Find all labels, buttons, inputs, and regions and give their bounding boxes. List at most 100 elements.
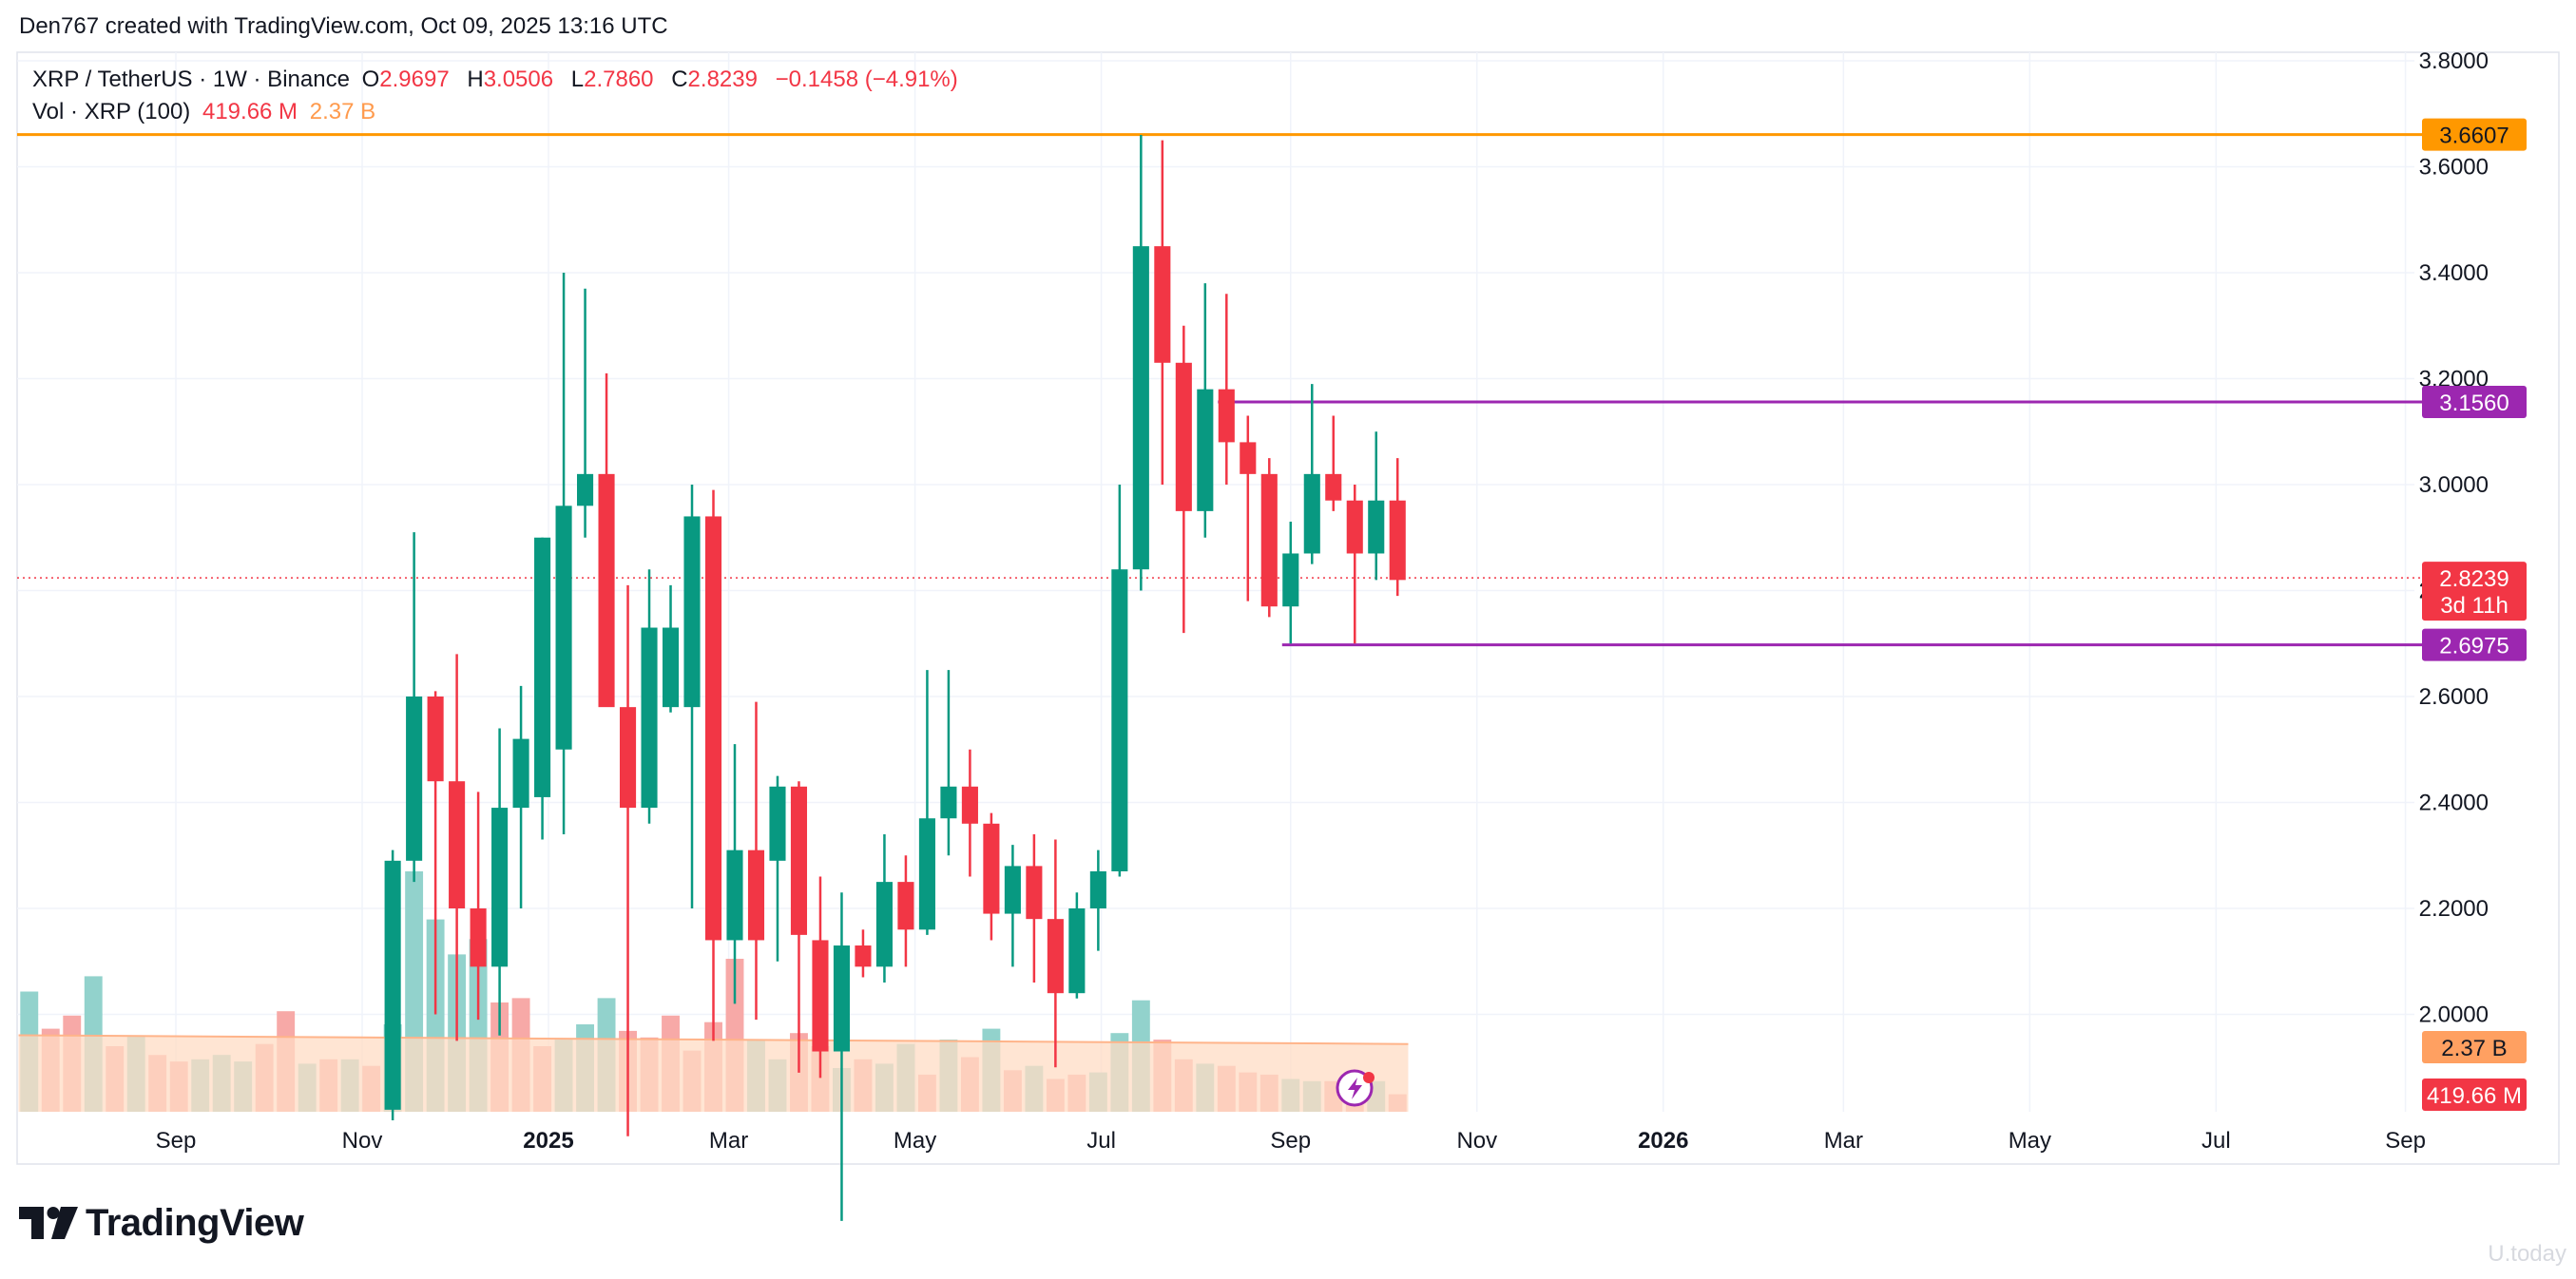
time-tick-label: Mar <box>709 1128 748 1154</box>
volume-ma-area <box>18 1035 1409 1112</box>
attribution: Den767 created with TradingView.com, Oct… <box>19 13 668 39</box>
last-price-text: 2.8239 <box>2439 566 2509 592</box>
purple-high-badge-text: 3.1560 <box>2439 391 2509 416</box>
price-tick-label: 2.4000 <box>2419 791 2489 816</box>
price-tick-label: 3.6000 <box>2419 155 2489 181</box>
candle-body <box>1089 870 1106 908</box>
volume-last-badge <box>2422 1079 2527 1111</box>
high-label: H <box>467 67 484 92</box>
volume-ma-value: 2.37 B <box>309 99 376 124</box>
price-tick-label: 2.2000 <box>2419 896 2489 922</box>
price-tick-label: 2.0000 <box>2419 1002 2489 1028</box>
candle-body <box>470 908 487 967</box>
symbol-label[interactable]: XRP / TetherUS · 1W · Binance <box>32 67 350 92</box>
tradingview-logo[interactable]: TradingView <box>19 1199 304 1247</box>
time-tick-label: May <box>2009 1128 2051 1154</box>
candle-body <box>1132 246 1149 570</box>
high-value: 3.0506 <box>483 67 554 92</box>
candle-body <box>427 697 444 782</box>
volume-label[interactable]: Vol · XRP (100) <box>32 99 191 124</box>
candle-body <box>961 786 978 824</box>
volume-ma-badge-text: 2.37 B <box>2441 1036 2507 1061</box>
purple-high-badge <box>2422 386 2527 419</box>
time-tick-label: Sep <box>2385 1128 2426 1154</box>
countdown-text: 3d 11h <box>2440 593 2509 619</box>
candle-body <box>1026 866 1043 920</box>
candle-body <box>384 860 401 1110</box>
watermark: U.today <box>2488 1241 2566 1267</box>
tradingview-logo-icon <box>19 1207 78 1239</box>
candle-body <box>1346 500 1363 554</box>
candle-body <box>683 516 701 708</box>
time-tick-label: Mar <box>1824 1128 1863 1154</box>
candle-body <box>555 506 572 750</box>
candle-body <box>875 882 893 967</box>
time-tick-label: 2025 <box>523 1128 573 1154</box>
purple-low-badge-text: 2.6975 <box>2439 634 2509 659</box>
low-value: 2.7860 <box>584 67 654 92</box>
candle-body <box>619 707 637 809</box>
candle-body <box>1047 919 1064 994</box>
time-tick-label: 2026 <box>1638 1128 1688 1154</box>
candle-body <box>491 808 509 967</box>
open-label: O <box>361 67 380 92</box>
candle-body <box>1218 389 1235 443</box>
candle-body <box>833 945 851 1052</box>
candle-body <box>812 940 829 1052</box>
orange-level-badge-text: 3.6607 <box>2439 124 2509 149</box>
price-tick-label: 2.6000 <box>2419 684 2489 710</box>
candle-body <box>918 818 935 930</box>
candle-body <box>1175 362 1192 511</box>
price-tick-label: 3.8000 <box>2419 48 2489 74</box>
volume-ma-badge <box>2422 1031 2527 1063</box>
timer-lightning-icon[interactable] <box>1336 1069 1375 1107</box>
candle-body <box>940 786 957 819</box>
volume-value: 419.66 M <box>202 99 298 124</box>
purple-low-badge <box>2422 628 2527 661</box>
time-tick-label: Jul <box>2201 1128 2231 1154</box>
candle-body <box>1154 246 1171 363</box>
candle-body <box>1282 553 1299 607</box>
candle-body <box>1303 473 1320 554</box>
candle-body <box>406 697 423 861</box>
candle-body <box>1240 442 1257 474</box>
time-tick-label: Sep <box>1270 1128 1311 1154</box>
price-tick-label: 3.0000 <box>2419 472 2489 498</box>
candle-body <box>1111 569 1128 871</box>
candle-body <box>1368 500 1385 554</box>
candle-body <box>641 627 658 809</box>
candle-body <box>1197 389 1214 511</box>
volume-last-badge-text: 419.66 M <box>2427 1083 2522 1109</box>
candle-body <box>598 473 615 708</box>
time-axis[interactable]: Sep Nov 2025 Mar May Jul Sep Nov 2026 Mar May Jul Se… <box>156 1128 2426 1154</box>
candle-body <box>983 823 1000 914</box>
logo-text: TradingView <box>86 1201 304 1244</box>
candle-body <box>534 537 551 797</box>
candle-body <box>662 627 680 708</box>
candle-body <box>1260 473 1278 607</box>
horizontal-lines <box>17 133 2422 647</box>
price-tick-label: 3.4000 <box>2419 260 2489 286</box>
candle-body <box>855 945 872 967</box>
ohlc-legend: XRP / TetherUS · 1W · Binance O2.9697 H3… <box>32 67 964 93</box>
time-tick-label: May <box>894 1128 936 1154</box>
volume-legend: Vol · XRP (100) 419.66 M 2.37 B <box>32 99 381 125</box>
candle-body <box>790 786 808 935</box>
candles <box>384 135 1406 1221</box>
low-label: L <box>570 67 585 92</box>
candle-body <box>747 849 765 941</box>
candle-body <box>769 786 786 861</box>
candle-body <box>897 882 914 930</box>
candle-body <box>1389 500 1406 581</box>
candle-body <box>1004 866 1021 914</box>
time-tick-label: Nov <box>1456 1128 1497 1154</box>
candle-body <box>512 738 529 809</box>
time-tick-label: Nov <box>342 1128 383 1154</box>
orange-level-badge <box>2422 118 2527 151</box>
change-value: −0.1458 (−4.91%) <box>775 67 958 92</box>
candle-body <box>726 849 743 941</box>
close-label: C <box>671 67 688 92</box>
candle-body <box>1325 473 1342 501</box>
